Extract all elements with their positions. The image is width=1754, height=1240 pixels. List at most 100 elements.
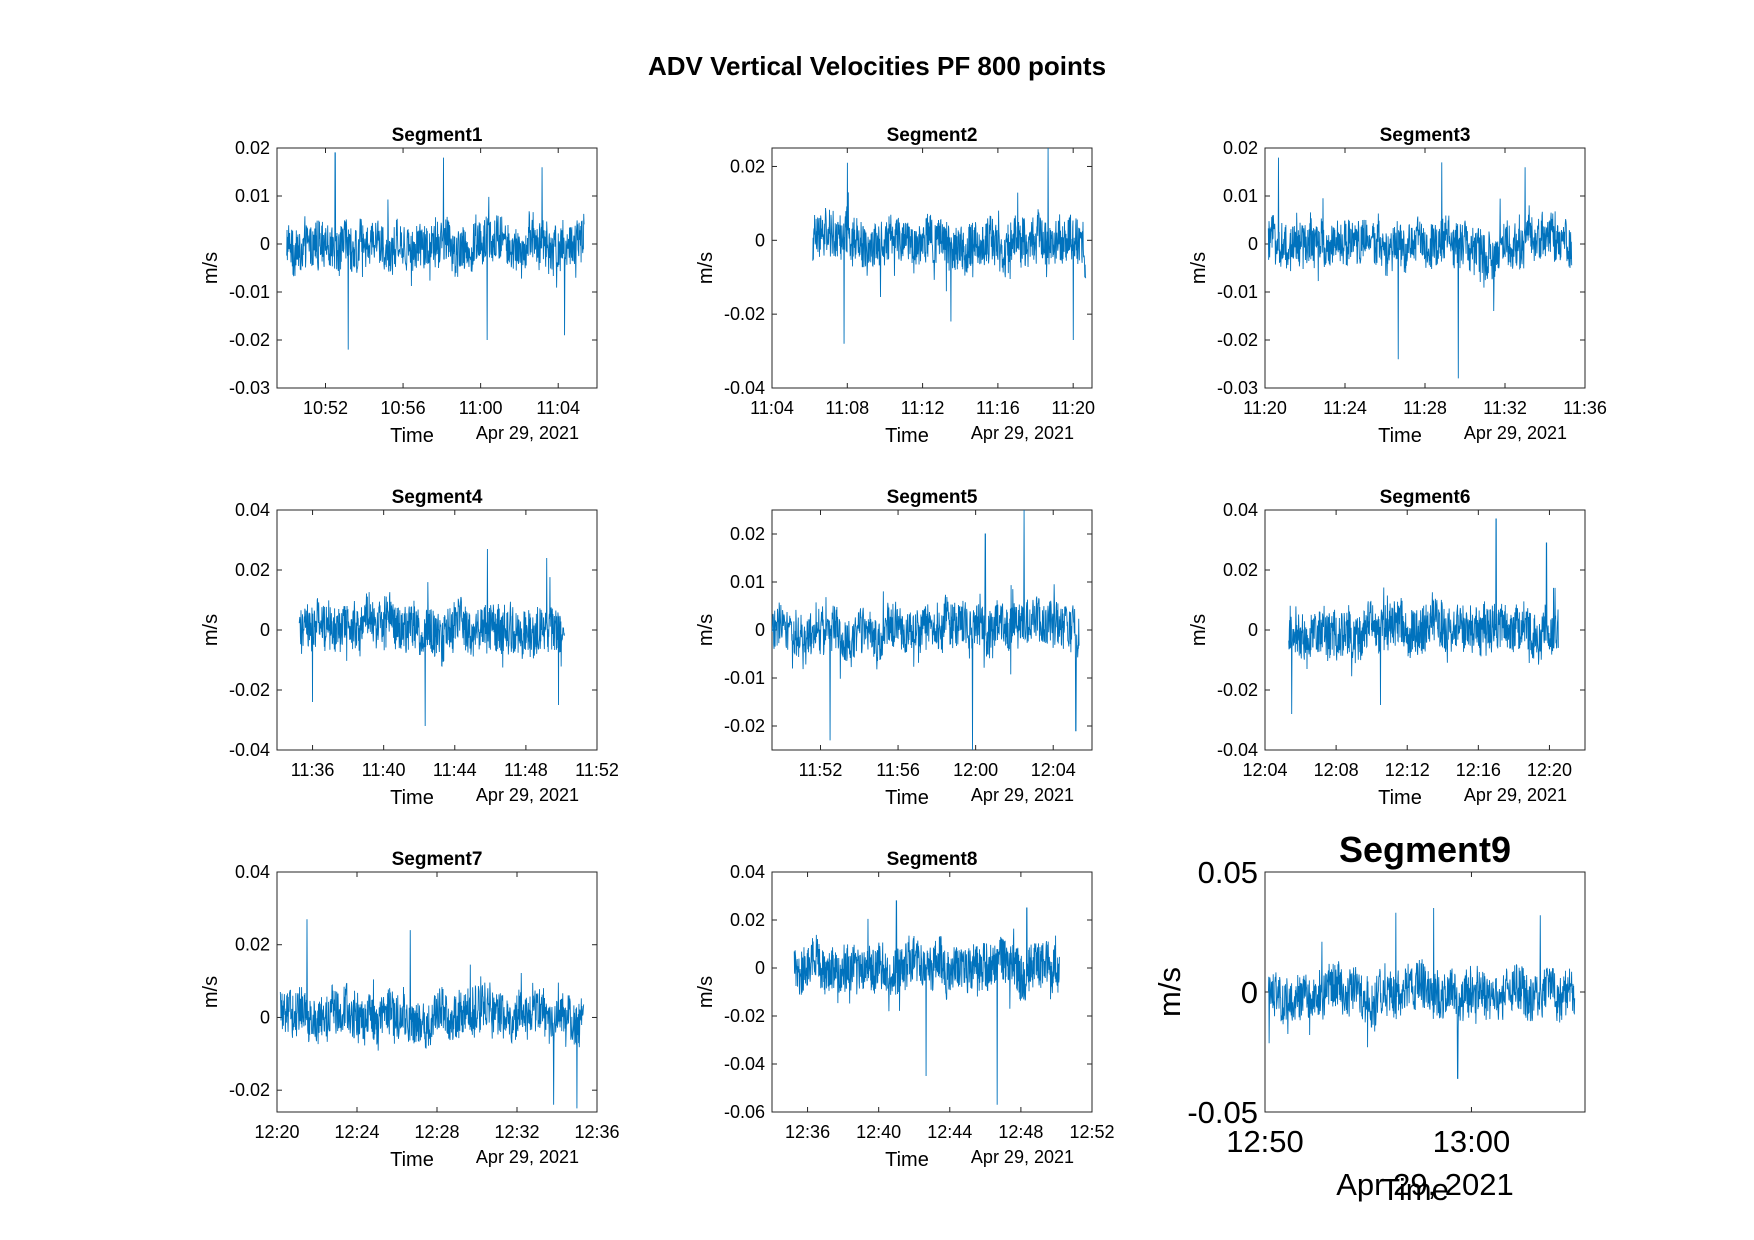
subplot-5: Segment5 -0.02 -0.01 0 0.01 0.02 11:52 11:56 12:…: [695, 487, 1093, 809]
x-date-label: Apr 29, 2021: [971, 1147, 1074, 1167]
y-tick-label: 0: [755, 958, 765, 978]
x-tick-label: 12:08: [1314, 760, 1359, 780]
x-tick-label: 12:32: [494, 1122, 539, 1142]
x-tick-label: 12:20: [254, 1122, 299, 1142]
x-axis-label: Time: [1378, 425, 1422, 447]
velocity-series-line: [279, 919, 585, 1109]
x-tick-label: 12:24: [334, 1122, 379, 1142]
subplot-title: Segment3: [1380, 125, 1471, 146]
velocity-series-line: [1288, 518, 1559, 715]
x-tick-label: 11:12: [901, 398, 945, 418]
x-tick-label: 12:48: [998, 1122, 1043, 1142]
x-tick-label: 11:20: [1051, 398, 1095, 418]
y-tick-label: -0.04: [1217, 740, 1258, 760]
x-date-label: Apr 29, 2021: [1464, 785, 1567, 805]
y-tick-label: 0.02: [730, 910, 765, 930]
x-tick-label: 11:20: [1243, 398, 1287, 418]
subplot-3: Segment3 -0.03 -0.02 -0.01 0 0.01 0.02 11:20 11:…: [1188, 125, 1607, 447]
x-tick-label: 11:32: [1483, 398, 1527, 418]
subplot-2: Segment2 -0.04 -0.02 0 0.02 11:04 11:08 11:12 11…: [695, 125, 1095, 447]
x-tick-label: 12:28: [414, 1122, 459, 1142]
y-tick-label: 0.01: [730, 572, 765, 592]
x-axis-label: Time: [390, 425, 434, 447]
subplot-4: Segment4 -0.04 -0.02 0 0.02 0.04 11:36 11:40 11:…: [200, 487, 619, 809]
y-tick-label: -0.01: [724, 668, 765, 688]
subplot-8: Segment8 -0.06 -0.04 -0.02 0 0.02 0.04 12:36 12:…: [695, 849, 1115, 1171]
y-axis-label: m/s: [695, 614, 717, 646]
subplot-title: Segment7: [392, 849, 483, 870]
x-date-label: Apr 29, 2021: [476, 423, 579, 443]
axes-box: [276, 871, 598, 1113]
y-axis-label: m/s: [200, 252, 222, 284]
x-tick-label: 13:00: [1433, 1124, 1511, 1159]
subplot-title: Segment1: [392, 125, 483, 146]
x-axis-label: Time: [390, 1149, 434, 1171]
subplot-title: Segment9: [1339, 829, 1511, 870]
y-tick-label: 0: [260, 1007, 270, 1027]
y-tick-label: 0.04: [235, 500, 270, 520]
x-tick-label: 12:12: [1385, 760, 1430, 780]
y-tick-label: -0.04: [229, 740, 270, 760]
axes-box: [771, 147, 1093, 389]
axes-box: [771, 871, 1093, 1113]
y-tick-label: 0.02: [235, 935, 270, 955]
x-date-label: Apr 29, 2021: [476, 785, 579, 805]
x-date-label: Apr 29, 2021: [971, 423, 1074, 443]
x-tick-label: 10:56: [381, 398, 426, 418]
y-axis-label: m/s: [695, 252, 717, 284]
x-axis-label: Time: [1378, 787, 1422, 809]
x-date-label: Apr 29, 2021: [476, 1147, 579, 1167]
x-tick-label: 12:20: [1527, 760, 1572, 780]
y-tick-label: -0.04: [724, 378, 765, 398]
x-tick-label: 11:52: [799, 760, 843, 780]
velocity-series-line: [1267, 907, 1576, 1079]
y-tick-label: -0.06: [724, 1102, 765, 1122]
y-tick-label: -0.01: [1217, 282, 1258, 302]
velocity-series-line: [1267, 157, 1573, 379]
y-tick-label: -0.04: [724, 1054, 765, 1074]
y-tick-label: -0.02: [229, 330, 270, 350]
x-tick-label: 11:08: [825, 398, 869, 418]
x-tick-label: 11:48: [504, 760, 548, 780]
y-tick-label: -0.02: [229, 1080, 270, 1100]
x-tick-label: 12:40: [856, 1122, 901, 1142]
velocity-series-line: [793, 900, 1060, 1105]
y-tick-label: 0.02: [730, 156, 765, 176]
y-tick-label: -0.02: [724, 716, 765, 736]
subplot-title: Segment5: [887, 487, 978, 508]
y-tick-label: 0.02: [235, 138, 270, 158]
y-tick-label: 0: [260, 234, 270, 254]
x-tick-label: 11:00: [459, 398, 503, 418]
x-tick-label: 11:56: [876, 760, 920, 780]
x-tick-label: 12:04: [1242, 760, 1287, 780]
y-tick-label: 0.01: [235, 186, 270, 206]
x-axis-label: Time: [885, 787, 929, 809]
y-tick-label: 0.02: [235, 560, 270, 580]
y-tick-label: 0: [1248, 234, 1258, 254]
y-axis-label: m/s: [200, 976, 222, 1008]
subplot-7: Segment7 -0.02 0 0.02 0.04 12:20 12:24 12:28 12:…: [200, 849, 620, 1171]
x-tick-label: 11:04: [536, 398, 580, 418]
axes-box: [1264, 147, 1586, 389]
subplot-title: Segment6: [1380, 487, 1471, 508]
x-tick-label: 12:44: [927, 1122, 972, 1142]
velocity-series-line: [772, 510, 1080, 750]
subplot-1: Segment1 -0.03 -0.02 -0.01 0 0.01 0.02 10:52 10:…: [200, 125, 598, 447]
subplot-6: Segment6 -0.04 -0.02 0 0.02 0.04 12:04 12:08 12:…: [1188, 487, 1586, 809]
axes-box: [276, 147, 598, 389]
y-tick-label: -0.02: [1217, 330, 1258, 350]
y-tick-label: -0.01: [229, 282, 270, 302]
y-axis-label: m/s: [695, 976, 717, 1008]
y-tick-label: 0.02: [1223, 560, 1258, 580]
subplot-title: Segment4: [392, 487, 483, 508]
y-tick-label: 0: [755, 620, 765, 640]
x-date-label: Apr 29, 2021: [1464, 423, 1567, 443]
x-tick-label: 11:04: [750, 398, 794, 418]
x-tick-label: 12:50: [1226, 1124, 1304, 1159]
y-tick-label: -0.02: [724, 1006, 765, 1026]
x-tick-label: 12:36: [785, 1122, 830, 1142]
y-axis-label: m/s: [1188, 252, 1210, 284]
x-tick-label: 11:44: [433, 760, 477, 780]
y-tick-label: 0.02: [1223, 138, 1258, 158]
